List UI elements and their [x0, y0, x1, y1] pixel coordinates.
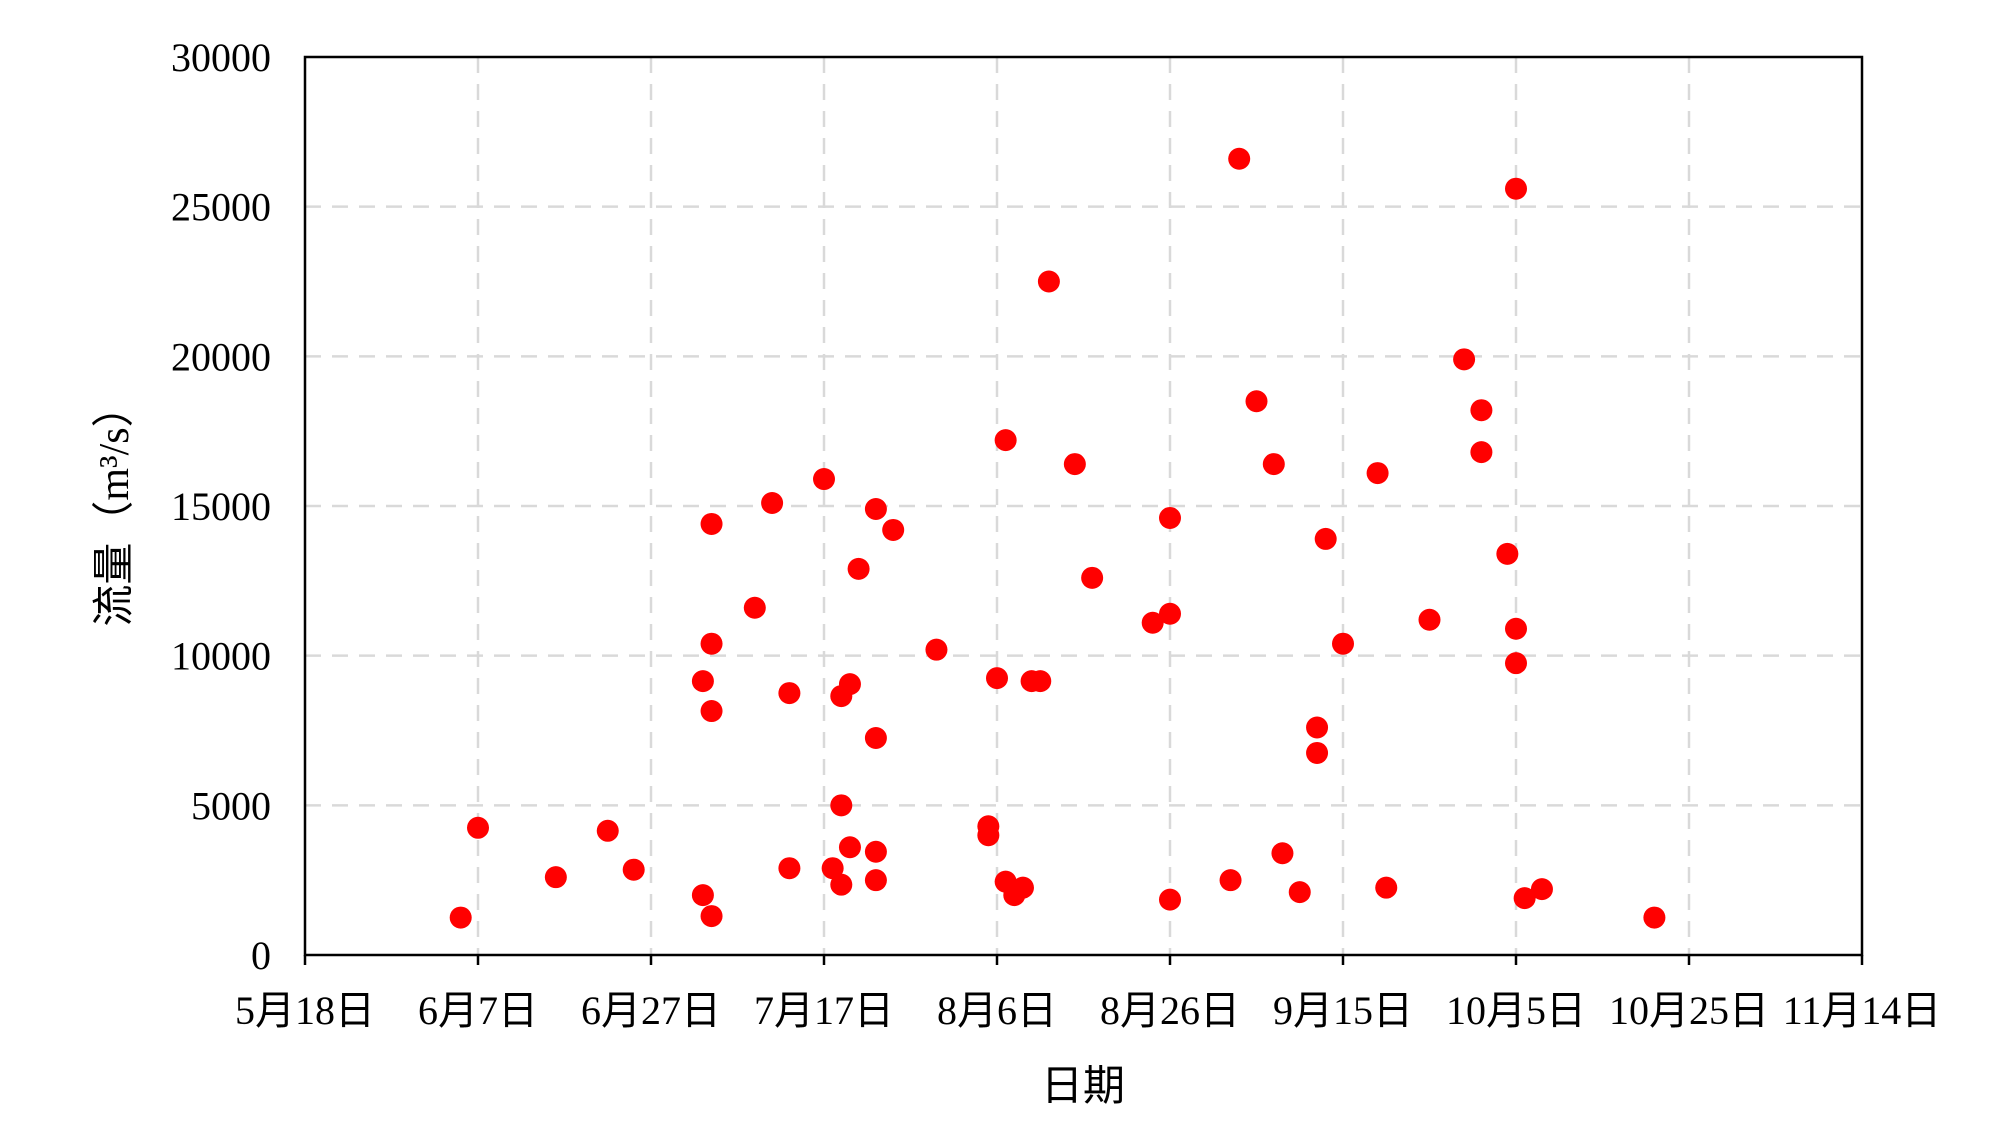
data-point	[1470, 399, 1493, 422]
data-point	[986, 667, 1008, 690]
x-tick-label: 6月7日	[418, 988, 538, 1033]
data-point	[1314, 527, 1337, 550]
y-axis-ticks: 0 5000 10000 15000 20000 25000 30000	[171, 35, 271, 978]
data-point	[1029, 670, 1052, 693]
x-tick-label: 5月18日	[235, 988, 375, 1033]
data-point	[864, 497, 887, 520]
data-point	[830, 873, 853, 896]
data-point	[925, 638, 948, 661]
data-point	[596, 819, 619, 842]
y-axis-title: 流量（m³/s）	[92, 385, 138, 626]
data-point	[1159, 888, 1181, 911]
data-point	[1037, 270, 1060, 293]
data-point	[1228, 147, 1251, 170]
data-point	[544, 866, 567, 889]
data-point	[1513, 887, 1536, 910]
x-tick-label: 10月5日	[1446, 988, 1586, 1033]
y-tick-label: 0	[251, 933, 271, 978]
data-point	[830, 685, 853, 708]
y-tick-label: 15000	[171, 484, 271, 529]
data-point	[700, 700, 723, 723]
data-point	[1159, 506, 1181, 529]
data-point	[1219, 869, 1242, 892]
y-tick-label: 5000	[191, 783, 271, 828]
data-point	[994, 429, 1017, 452]
data-point	[821, 857, 844, 880]
data-point	[700, 905, 723, 928]
x-tick-label: 10月25日	[1609, 988, 1769, 1033]
data-point	[1306, 741, 1329, 764]
data-point	[449, 906, 472, 929]
data-point	[778, 682, 801, 705]
x-tick-label: 9月15日	[1273, 988, 1413, 1033]
data-point	[1271, 842, 1294, 865]
data-point	[622, 858, 645, 881]
plot-area-frame	[303, 55, 1864, 957]
data-point	[1375, 876, 1398, 899]
data-point	[813, 468, 835, 491]
data-point	[1505, 177, 1527, 200]
x-tick-label: 11月14日	[1783, 988, 1942, 1033]
x-tick-label: 8月6日	[937, 988, 1057, 1033]
data-point	[700, 632, 723, 655]
gridlines	[305, 57, 1862, 955]
data-point	[830, 794, 853, 817]
data-point	[838, 836, 861, 859]
data-point	[467, 816, 489, 839]
data-point	[847, 557, 870, 580]
x-tick-label: 7月17日	[754, 988, 894, 1033]
data-point	[1505, 652, 1527, 675]
data-point	[1159, 602, 1181, 625]
data-point	[1643, 906, 1666, 929]
data-point	[1141, 611, 1164, 634]
data-point	[1332, 632, 1354, 655]
y-tick-label: 30000	[171, 35, 271, 80]
data-point	[1366, 462, 1389, 485]
data-point	[1011, 876, 1034, 899]
data-point	[743, 596, 766, 619]
x-tick-label: 6月27日	[581, 988, 721, 1033]
data-point	[1496, 542, 1519, 565]
data-point	[977, 824, 1000, 847]
data-point	[1245, 390, 1268, 413]
y-tick-label: 25000	[171, 185, 271, 230]
x-axis-title: 日期	[1041, 1064, 1125, 1110]
data-point	[1418, 608, 1441, 631]
data-point	[778, 857, 801, 880]
data-point	[1306, 716, 1329, 739]
data-point	[1505, 617, 1527, 640]
x-axis-ticks: 5月18日 6月7日 6月27日 7月17日 8月6日 8月26日 9月15日 10月5日 10…	[235, 955, 1941, 1033]
data-point	[864, 840, 887, 863]
y-tick-label: 10000	[171, 634, 271, 679]
data-point	[761, 492, 784, 515]
x-tick-label: 8月26日	[1100, 988, 1240, 1033]
data-point	[1453, 348, 1476, 371]
data-point	[700, 512, 723, 535]
data-point	[1081, 566, 1104, 589]
data-point	[1470, 441, 1493, 464]
data-point	[882, 518, 905, 541]
data-point	[1262, 453, 1285, 476]
data-point	[691, 670, 714, 693]
data-point	[864, 869, 887, 892]
data-point	[864, 726, 887, 749]
data-point	[1063, 453, 1086, 476]
y-tick-label: 20000	[171, 334, 271, 379]
data-point	[691, 884, 714, 907]
data-point	[1530, 878, 1553, 901]
data-point	[1288, 881, 1311, 904]
data-points	[449, 147, 1666, 929]
